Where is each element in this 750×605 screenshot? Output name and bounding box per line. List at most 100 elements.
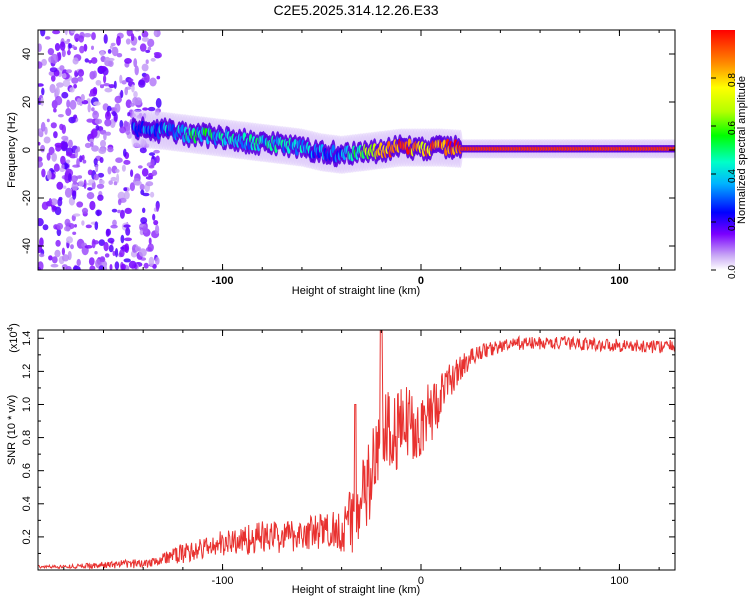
noise-cell: [93, 110, 98, 116]
noise-cell: [59, 41, 66, 51]
noise-cell: [65, 159, 71, 164]
noise-cell: [123, 159, 131, 165]
noise-cell: [124, 207, 132, 214]
noise-cell: [151, 169, 158, 176]
noise-cell: [70, 244, 74, 250]
spectrogram-xtick-label: 0: [418, 275, 424, 287]
noise-cell: [95, 163, 99, 173]
noise-cell: [46, 152, 51, 161]
noise-cell: [48, 71, 56, 76]
snr-ytick-label: 0.6: [21, 463, 33, 478]
noise-cell: [88, 60, 92, 64]
noise-cell: [39, 253, 45, 258]
noise-cell: [74, 224, 77, 228]
noise-cell: [103, 133, 107, 141]
noise-cell: [106, 228, 111, 236]
noise-cell: [69, 87, 75, 93]
noise-cell: [49, 67, 58, 73]
noise-cell: [73, 84, 77, 89]
noise-cell: [123, 148, 127, 157]
noise-cell: [89, 265, 96, 270]
noise-cell: [111, 46, 119, 57]
noise-cell: [71, 77, 79, 84]
spectrogram-ytick-label: -40: [21, 238, 33, 254]
spectrogram-ytick-label: -20: [21, 190, 33, 206]
noise-cell: [64, 218, 71, 227]
noise-cell: [139, 43, 147, 52]
spectrogram-ylabel: Frequency (Hz): [6, 112, 18, 188]
noise-cell: [56, 222, 64, 230]
snr-frame: [37, 329, 676, 571]
noise-cell: [52, 30, 61, 35]
noise-cell: [107, 146, 114, 153]
noise-cell: [74, 70, 78, 78]
noise-cell: [125, 227, 131, 236]
noise-cell: [129, 103, 135, 107]
noise-cell: [120, 263, 126, 270]
noise-cell: [121, 164, 126, 172]
noise-cell: [117, 209, 122, 214]
noise-cell: [141, 77, 148, 81]
noise-cell: [53, 131, 58, 139]
noise-cell: [77, 175, 83, 179]
noise-cell: [80, 94, 85, 102]
noise-cell: [103, 83, 110, 87]
snr-scale-suffix: ): [8, 323, 20, 327]
noise-cell: [99, 84, 105, 89]
noise-cell: [148, 165, 155, 169]
noise-cell: [139, 248, 147, 257]
noise-cell: [134, 246, 142, 252]
noise-cell: [44, 36, 51, 40]
noise-cell: [138, 35, 142, 41]
noise-cell: [46, 170, 52, 180]
noise-cell: [91, 32, 96, 41]
colorbar-label: Normalized spectral amplitude: [736, 76, 748, 224]
colorbar-tick-label: 0.6: [727, 121, 738, 135]
noise-cell: [43, 136, 51, 144]
noise-cell: [56, 82, 64, 88]
noise-cell: [139, 183, 145, 191]
noise-cell: [58, 196, 63, 201]
noise-cell: [88, 93, 93, 97]
noise-cell: [100, 139, 106, 148]
noise-cell: [40, 144, 46, 153]
noise-cell: [98, 239, 106, 247]
noise-cell: [72, 190, 77, 200]
noise-cell: [123, 187, 128, 192]
noise-cell: [95, 124, 100, 131]
noise-cell: [76, 258, 81, 267]
noise-cell: [66, 99, 71, 109]
noise-cell: [94, 118, 103, 125]
noise-cell: [62, 79, 71, 87]
noise-cell: [130, 33, 135, 41]
noise-cell: [112, 250, 116, 256]
noise-cell: [61, 91, 69, 99]
noise-cell: [96, 183, 105, 189]
noise-cell: [117, 198, 122, 206]
noise-cell: [50, 263, 59, 268]
noise-cell: [38, 160, 43, 168]
noise-cell: [147, 46, 152, 51]
noise-cell: [66, 69, 72, 74]
noise-cell: [107, 49, 112, 54]
noise-cell: [142, 107, 149, 111]
snr-xlabel: Height of straight line (km): [292, 584, 420, 596]
noise-cell: [87, 187, 93, 191]
noise-cell: [61, 164, 66, 169]
noise-cell: [38, 83, 44, 87]
noise-cell: [92, 70, 97, 79]
noise-cell: [141, 36, 149, 42]
noise-cell: [55, 86, 60, 96]
noise-cell: [81, 207, 89, 214]
colorbar: [711, 30, 735, 270]
noise-cell: [95, 209, 102, 216]
snr-marks: [38, 330, 675, 570]
spectrogram-ytick-label: 40: [21, 48, 33, 60]
noise-cell: [72, 265, 81, 270]
noise-cell: [124, 237, 132, 242]
snr-series-line: [38, 330, 675, 570]
noise-cell: [68, 43, 72, 49]
noise-cell: [129, 182, 135, 192]
noise-cell: [89, 200, 96, 211]
